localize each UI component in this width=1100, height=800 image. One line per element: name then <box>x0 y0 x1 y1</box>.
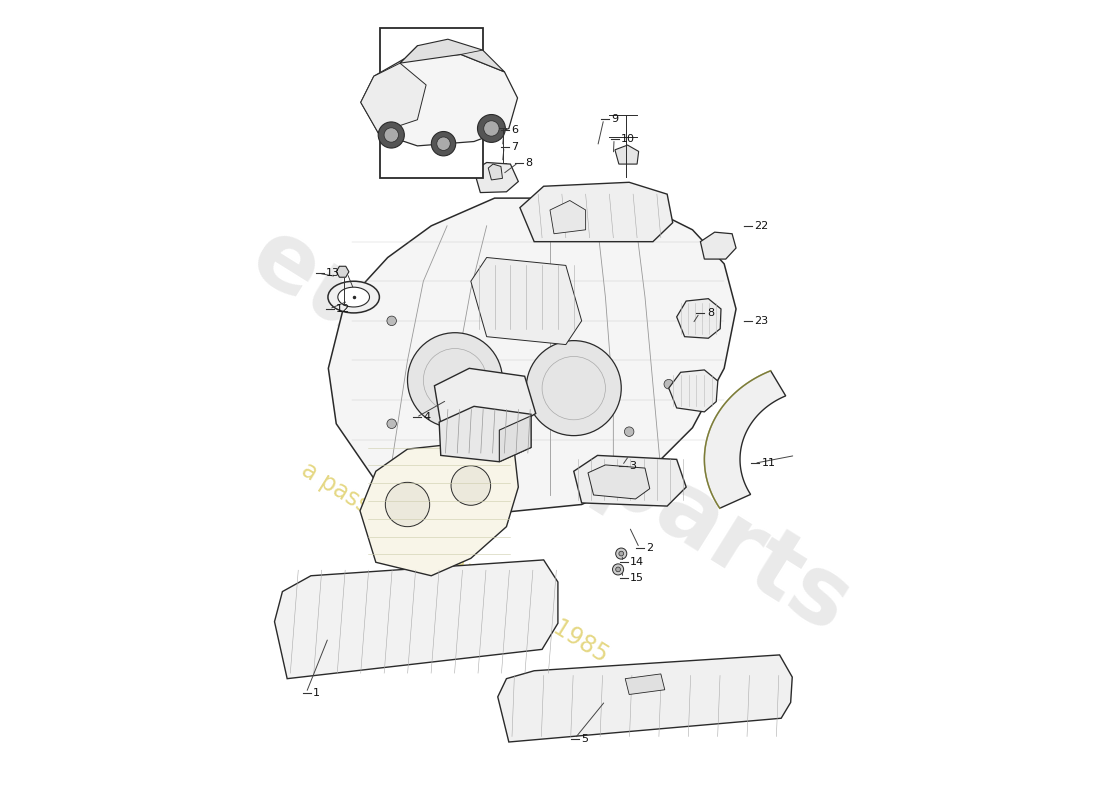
Text: 7: 7 <box>512 142 518 152</box>
Circle shape <box>451 466 491 506</box>
Polygon shape <box>360 439 518 576</box>
Circle shape <box>407 333 503 428</box>
Polygon shape <box>471 258 582 345</box>
Polygon shape <box>615 145 639 164</box>
Circle shape <box>664 379 673 389</box>
Polygon shape <box>497 655 792 742</box>
Polygon shape <box>337 266 349 278</box>
Polygon shape <box>474 162 518 193</box>
Circle shape <box>625 427 634 437</box>
Circle shape <box>616 567 620 572</box>
Text: a passion for parts since 1985: a passion for parts since 1985 <box>297 458 613 667</box>
Text: 2: 2 <box>647 543 653 553</box>
Text: 3: 3 <box>629 461 636 470</box>
Text: 22: 22 <box>755 221 769 231</box>
Circle shape <box>613 564 624 575</box>
Polygon shape <box>676 298 720 338</box>
Circle shape <box>477 114 505 142</box>
Circle shape <box>616 548 627 559</box>
Circle shape <box>385 482 430 526</box>
Text: 9: 9 <box>610 114 618 124</box>
Polygon shape <box>669 370 718 412</box>
Polygon shape <box>701 232 736 259</box>
Text: 23: 23 <box>755 316 769 326</box>
Circle shape <box>387 419 396 429</box>
Circle shape <box>384 128 398 142</box>
Circle shape <box>431 131 455 156</box>
Text: 11: 11 <box>761 458 776 468</box>
Polygon shape <box>625 674 664 694</box>
Polygon shape <box>361 63 426 133</box>
Text: 6: 6 <box>512 125 518 135</box>
Circle shape <box>387 316 396 326</box>
Text: 14: 14 <box>630 558 645 567</box>
Polygon shape <box>704 370 785 508</box>
Circle shape <box>497 442 507 452</box>
Ellipse shape <box>338 287 370 307</box>
Text: 13: 13 <box>326 268 340 278</box>
Polygon shape <box>328 198 736 513</box>
Polygon shape <box>361 54 517 146</box>
Ellipse shape <box>328 282 380 313</box>
Polygon shape <box>499 416 531 462</box>
Circle shape <box>437 137 450 150</box>
Text: eurocarparts: eurocarparts <box>233 210 867 653</box>
Polygon shape <box>488 164 503 180</box>
Polygon shape <box>588 465 650 499</box>
Polygon shape <box>400 39 505 72</box>
Text: 4: 4 <box>424 413 430 422</box>
Text: 10: 10 <box>621 134 636 144</box>
Polygon shape <box>439 406 531 462</box>
Circle shape <box>378 122 405 148</box>
Text: 8: 8 <box>526 158 532 167</box>
Polygon shape <box>434 368 536 432</box>
Text: 15: 15 <box>630 573 644 583</box>
Polygon shape <box>574 455 686 506</box>
Text: 1: 1 <box>314 688 320 698</box>
Circle shape <box>450 427 460 437</box>
Text: 8: 8 <box>706 308 714 318</box>
Text: 12: 12 <box>337 304 351 314</box>
Circle shape <box>619 551 624 556</box>
Circle shape <box>484 121 499 136</box>
Polygon shape <box>520 182 673 242</box>
Circle shape <box>526 341 621 436</box>
Polygon shape <box>275 560 558 678</box>
Bar <box>379 28 483 178</box>
Polygon shape <box>550 201 585 234</box>
Text: 5: 5 <box>582 734 588 744</box>
